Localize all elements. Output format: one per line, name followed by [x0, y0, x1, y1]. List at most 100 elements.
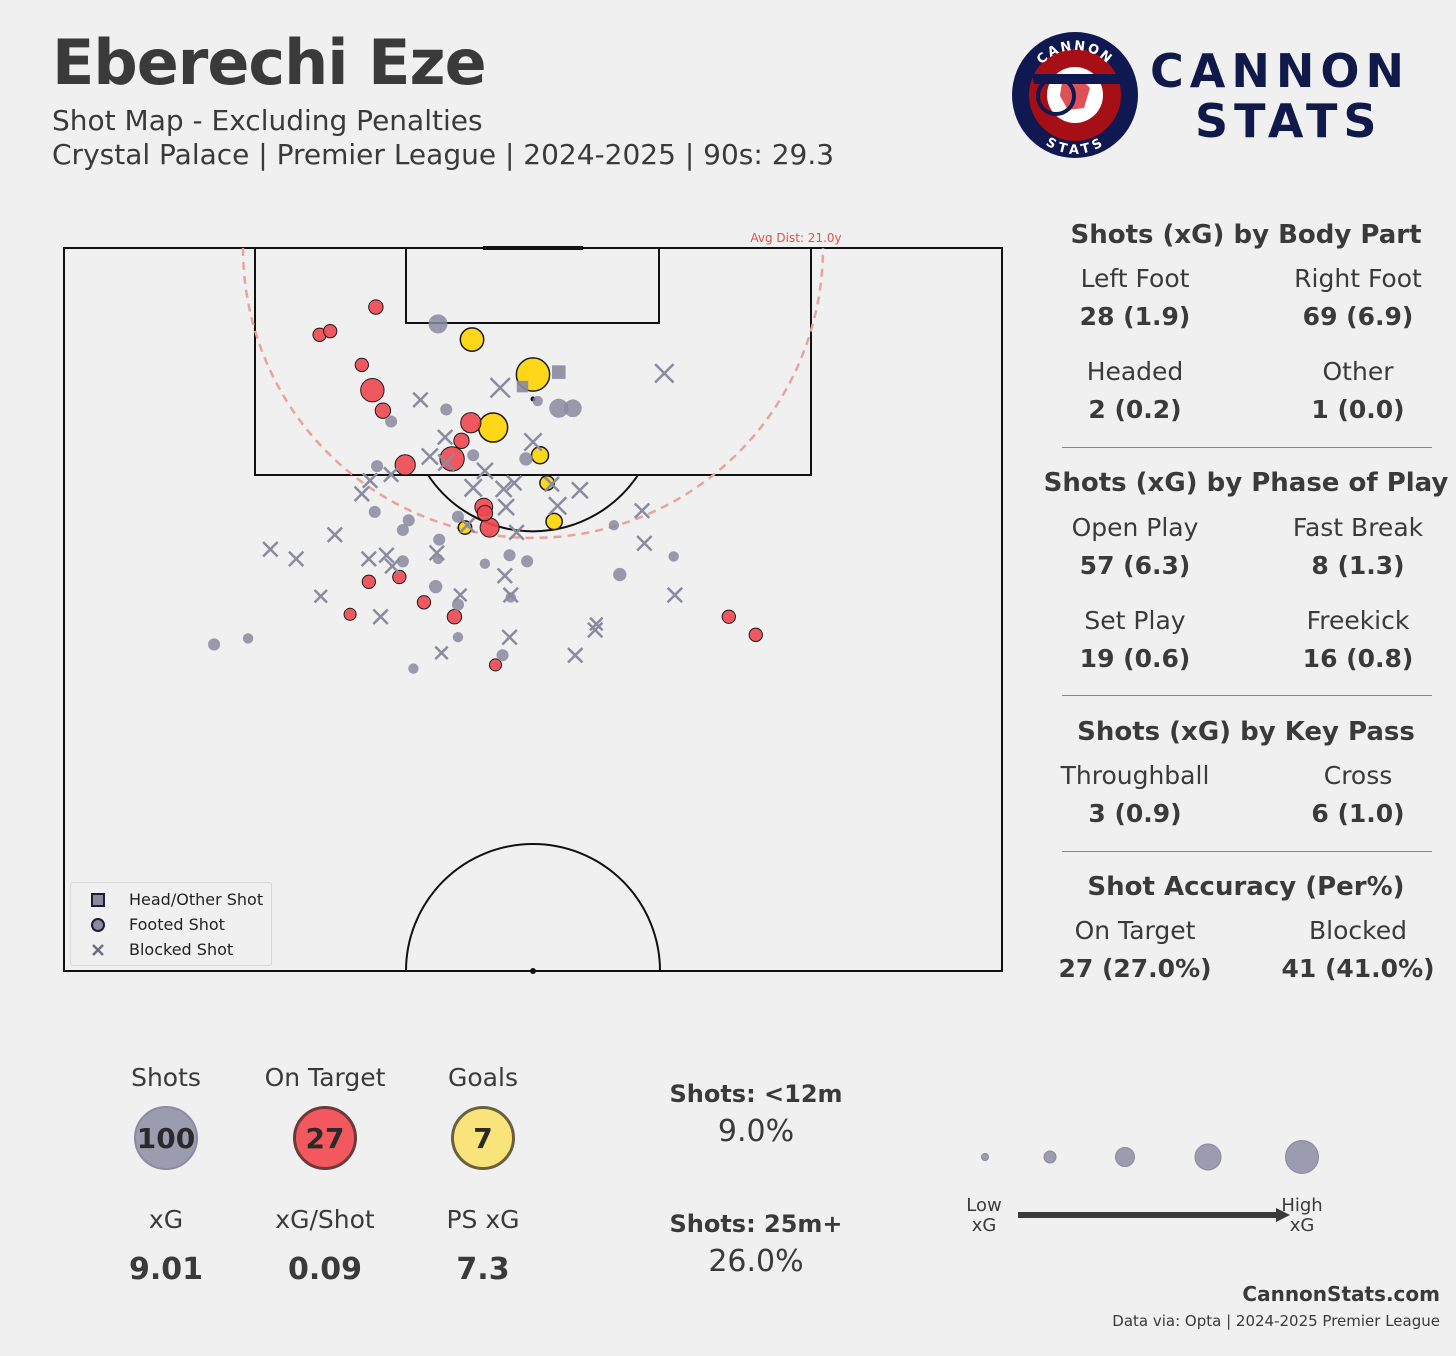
shot-marker-footed — [385, 415, 398, 428]
shot-marker-footed — [396, 555, 409, 568]
stat-value-set-play: 19 (0.6) — [1079, 644, 1191, 673]
shot-marker-blocked — [288, 550, 305, 568]
scale-low-label: Low xG — [966, 1196, 1001, 1236]
legend-label: Head/Other Shot — [129, 890, 264, 909]
scale-low-label-line1: Low — [966, 1195, 1002, 1216]
stat-label-freekick: Freekick — [1306, 606, 1410, 635]
shot-marker-blocked — [437, 453, 456, 472]
xg-size-scale — [981, 1140, 1319, 1222]
shot-marker-blocked — [353, 485, 370, 502]
shot-marker-footed — [433, 533, 446, 546]
shot-marker-blocked — [587, 621, 604, 639]
shot-marker-blocked — [548, 496, 568, 516]
shot-marker-on-target — [343, 607, 357, 621]
shot-marker-blocked — [523, 432, 543, 452]
summary-label-goals: Goals — [448, 1063, 518, 1092]
shot-marker-on-target — [446, 609, 463, 625]
stat-label-left-foot: Left Foot — [1080, 264, 1190, 293]
shot-marker-blocked — [497, 498, 515, 516]
summary-label-xg-per-shot: xG/Shot — [275, 1205, 375, 1234]
stat-value-other: 1 (0.0) — [1311, 395, 1405, 424]
shot-marker-blocked — [436, 429, 454, 446]
shot-marker-on-target — [439, 446, 465, 472]
shot-marker-blocked — [372, 608, 389, 625]
shot-marker-footed — [408, 663, 419, 674]
summary-badge-shots: 100 — [134, 1106, 198, 1170]
shot-marker-blocked — [412, 391, 429, 408]
arrow-right-icon — [1276, 1208, 1290, 1222]
shot-marker-footed — [549, 398, 569, 418]
stat-value-fast-break: 8 (1.3) — [1311, 551, 1405, 580]
shot-marker-footed — [608, 519, 620, 531]
stat-label-set-play: Set Play — [1084, 606, 1186, 635]
shots-layer — [208, 299, 763, 674]
stat-label-right-foot: Right Foot — [1294, 264, 1422, 293]
shot-marker-blocked — [666, 586, 683, 604]
shot-marker-footed — [519, 452, 533, 466]
shot-marker-blocked — [496, 567, 513, 584]
shot-marker-footed — [429, 579, 443, 594]
shot-marker-blocked — [383, 466, 400, 483]
legend-item-footed: Footed Shot — [71, 914, 271, 936]
stat-label-headed: Headed — [1086, 357, 1184, 386]
shot-marker-goal — [457, 520, 473, 535]
logo-ring-bottom-text: STATS — [1043, 135, 1105, 158]
shot-marker-footed — [467, 449, 480, 462]
six-yard-box — [405, 247, 660, 324]
shot-marker-goal — [545, 512, 563, 531]
shot-marker-footed — [396, 523, 409, 536]
shot-marker-footed — [402, 514, 415, 527]
scale-dot-2 — [1043, 1150, 1057, 1164]
cannon-wheel-icon — [1036, 76, 1076, 116]
shot-marker-goal — [459, 327, 485, 353]
shot-marker-blocked — [384, 558, 401, 575]
legend-item-head: Head/Other Shot — [71, 889, 271, 911]
scale-high-label-line1: High — [1281, 1195, 1323, 1216]
shot-marker-blocked — [508, 524, 525, 541]
shot-marker-blocked — [453, 587, 468, 603]
section-title-key-pass: Shots (xG) by Key Pass — [1077, 717, 1415, 747]
shot-marker-footed — [208, 638, 221, 651]
summary-label-on-target: On Target — [264, 1063, 386, 1092]
shot-marker-on-target — [392, 569, 407, 585]
shot-marker-blocked — [543, 476, 560, 493]
summary-value-xg: 9.01 — [128, 1252, 204, 1287]
shot-marker-footed — [505, 592, 516, 603]
section-title-accuracy: Shot Accuracy (Per%) — [1087, 872, 1405, 902]
stat-label-open-play: Open Play — [1071, 513, 1199, 542]
shot-type-legend: Head/Other Shot Footed Shot Blocked Shot — [70, 882, 272, 966]
stat-value-right-foot: 69 (6.9) — [1302, 302, 1414, 331]
shot-marker-on-target — [354, 357, 369, 373]
penalty-spot — [530, 396, 536, 402]
shot-marker-blocked — [361, 472, 379, 489]
shot-marker-footed — [451, 598, 464, 611]
shot-marker-footed — [532, 395, 543, 407]
logo-word-stats: STATS — [1195, 94, 1383, 148]
scale-dot-1 — [981, 1153, 989, 1161]
shot-marker-blocked — [420, 447, 439, 466]
shot-marker-footed — [564, 399, 582, 418]
stat-value-throughball: 3 (0.9) — [1088, 799, 1182, 828]
shot-marker-blocked — [502, 586, 519, 604]
distance-title-close: Shots: <12m — [669, 1080, 843, 1108]
shot-marker-footed — [371, 460, 384, 473]
shot-marker-footed — [496, 649, 509, 662]
shot-marker-footed — [521, 555, 534, 568]
scale-dot-5 — [1285, 1140, 1319, 1174]
scale-low-label-line2: xG — [971, 1215, 997, 1236]
square-marker-icon — [91, 893, 105, 907]
panel-divider — [1062, 851, 1432, 852]
shot-marker-goal — [515, 357, 551, 392]
stat-value-cross: 6 (1.0) — [1311, 799, 1405, 828]
shot-marker-blocked — [428, 544, 445, 561]
stat-label-blocked: Blocked — [1309, 916, 1407, 945]
shot-marker-head — [552, 365, 566, 379]
stat-label-throughball: Throughball — [1060, 761, 1210, 790]
player-name: Eberechi Eze — [52, 26, 487, 99]
distance-value-far: 26.0% — [708, 1244, 804, 1279]
x-marker-icon — [92, 944, 104, 956]
distance-title-far: Shots: 25m+ — [669, 1210, 843, 1238]
summary-value-xg-per-shot: 0.09 — [287, 1252, 363, 1287]
shot-marker-on-target — [460, 412, 482, 434]
shot-marker-on-target — [721, 609, 736, 624]
